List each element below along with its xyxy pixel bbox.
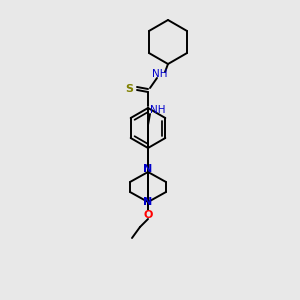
Text: N: N: [143, 197, 153, 207]
Text: O: O: [143, 210, 153, 220]
Text: NH: NH: [152, 69, 168, 79]
Text: NH: NH: [150, 105, 166, 115]
Text: S: S: [125, 83, 133, 94]
Text: N: N: [143, 164, 153, 174]
